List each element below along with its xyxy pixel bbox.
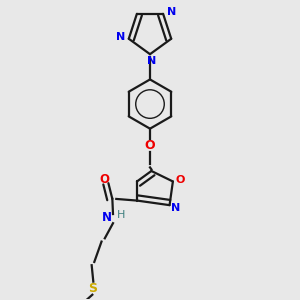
Text: N: N xyxy=(116,32,125,42)
Text: S: S xyxy=(88,282,97,295)
Text: N: N xyxy=(102,212,112,224)
Text: N: N xyxy=(171,203,180,213)
Text: N: N xyxy=(147,56,156,66)
Text: N: N xyxy=(167,7,176,17)
Text: O: O xyxy=(145,139,155,152)
Text: H: H xyxy=(117,210,125,220)
Text: O: O xyxy=(176,175,185,185)
Text: O: O xyxy=(100,173,110,186)
